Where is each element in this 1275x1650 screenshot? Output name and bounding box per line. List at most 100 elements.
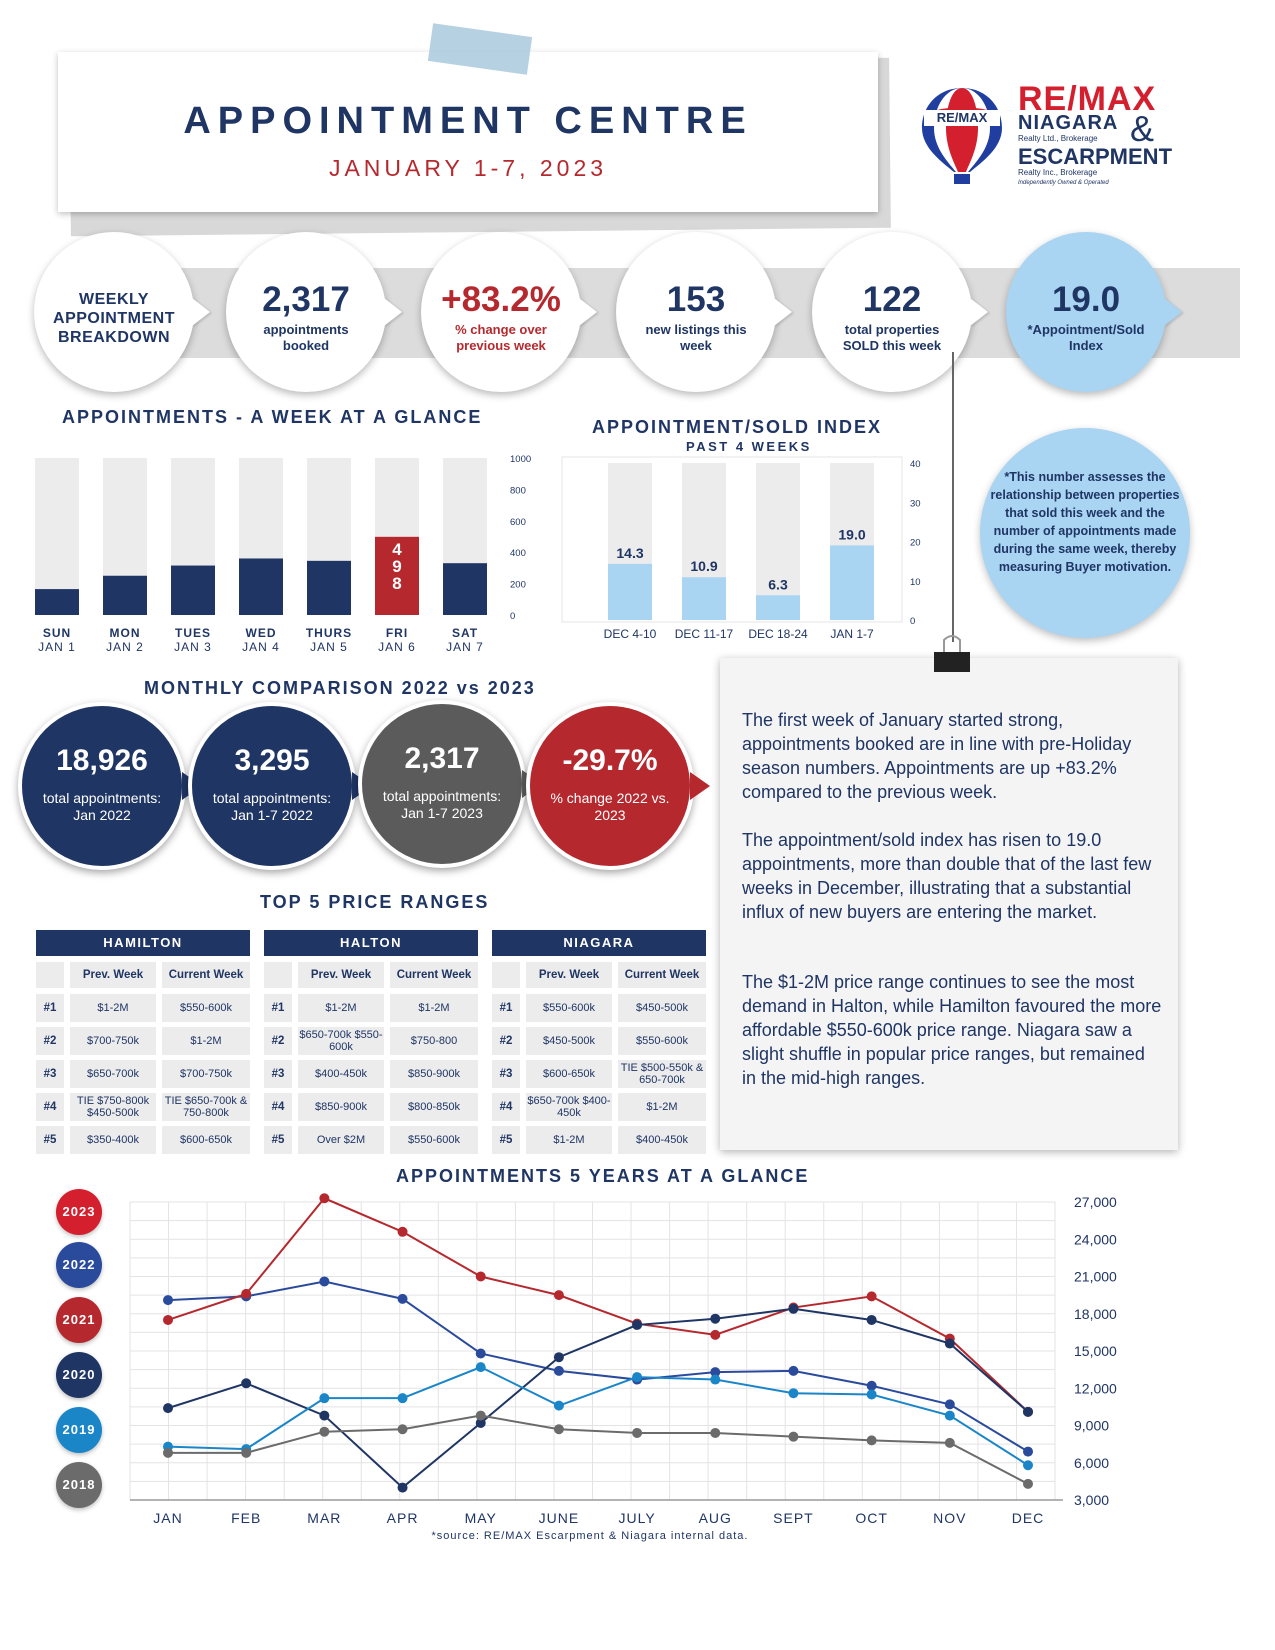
appointments-label: appointments booked (263, 322, 349, 353)
prev-week-cell: $600-650k (526, 1060, 612, 1088)
change-value: +83.2% (441, 280, 561, 319)
series-line-2018 (168, 1414, 1029, 1485)
data-point-2022 (319, 1276, 330, 1287)
rank-cell: #1 (264, 994, 292, 1022)
legend-2019: 2019 (56, 1407, 102, 1453)
y-tick-label: 800 (510, 485, 526, 496)
bar (239, 558, 283, 615)
prev-week-header: Prev. Week (70, 962, 156, 988)
bar (756, 595, 800, 620)
y-tick-label: 20 (910, 538, 921, 549)
data-point-2021 (475, 1271, 486, 1282)
x-tick-label: NOV (933, 1510, 966, 1526)
data-point-2022 (788, 1365, 799, 1376)
data-point-2021 (163, 1314, 173, 1325)
data-point-2022 (475, 1348, 486, 1359)
logo-escarpment: ESCARPMENT (1018, 144, 1173, 169)
data-point-2020 (710, 1313, 721, 1324)
bubble-pointer (579, 298, 597, 326)
logo-escarpment-sub: Realty Inc., Brokerage (1018, 168, 1098, 177)
data-point-2022 (710, 1367, 721, 1378)
current-week-cell: $1-2M (390, 994, 478, 1022)
x-tick-label: JAN 7 (446, 640, 484, 654)
data-point-2018 (866, 1435, 877, 1446)
current-week-cell: $600-650k (162, 1126, 250, 1154)
y-tick-label: 600 (510, 517, 526, 528)
data-point-2019 (710, 1374, 721, 1385)
bar (682, 577, 726, 620)
index-explanation-callout: *This number assesses the relationship b… (980, 428, 1190, 638)
x-tick-label: JUNE (539, 1510, 580, 1526)
sold-value: 122 (862, 280, 922, 319)
bar (35, 589, 79, 615)
bubble-pointer (192, 298, 210, 326)
data-point-2020 (788, 1303, 799, 1314)
x-tick-label: JAN 5 (310, 640, 348, 654)
logo-niagara-sub: Realty Ltd., Brokerage (1018, 134, 1098, 143)
prev-week-header: Prev. Week (526, 962, 612, 988)
bar (830, 545, 874, 620)
x-tick-label: SUN (43, 626, 71, 640)
series-line-2021 (167, 1197, 1029, 1413)
x-tick-label: JAN 6 (378, 640, 416, 654)
x-tick-label: MAY (465, 1510, 497, 1526)
bar (375, 536, 419, 615)
weekly-label-bubble: WEEKLY APPOINTMENT BREAKDOWN (34, 232, 210, 392)
data-point-2020 (475, 1418, 486, 1429)
listings-bubble: 153 new listings this week (616, 232, 792, 392)
balloon-logo-icon: RE/MAX (922, 88, 1002, 184)
summary-paragraph-2: The appointment/sold index has risen to … (742, 830, 1152, 922)
monthly-bubble-week-2022: 3,295 total appointments: Jan 1-7 2022 (188, 702, 372, 870)
data-point-2022 (553, 1365, 564, 1376)
bar-data-label: 10.9 (690, 558, 717, 574)
y-tick-label: 40 (910, 459, 921, 470)
prev-week-cell: $700-750k (70, 1027, 156, 1055)
rank-cell: #4 (36, 1093, 64, 1121)
balloon-text: RE/MAX (937, 110, 988, 125)
change-bubble: +83.2% % change over previous week (421, 232, 597, 392)
price-ranges-heading: TOP 5 PRICE RANGES (260, 892, 490, 912)
bubble-pointer (384, 298, 402, 326)
prev-week-cell: $550-600k (526, 994, 612, 1022)
week-glance-heading: APPOINTMENTS - A WEEK AT A GLANCE (62, 407, 483, 427)
y-tick-label: 0 (510, 611, 515, 622)
legend-2021: 2021 (56, 1297, 102, 1343)
current-week-cell: TIE $500-550k & 650-700k (618, 1060, 706, 1088)
data-point-2021 (553, 1290, 564, 1301)
x-tick-label: DEC 4-10 (604, 627, 657, 641)
current-week-cell: $850-900k (390, 1060, 478, 1088)
data-point-2020 (241, 1378, 252, 1389)
monthly-value: 18,926 (56, 744, 148, 777)
data-point-2022 (1023, 1446, 1033, 1457)
monthly-label: total appointments: Jan 1-7 2023 (382, 788, 502, 821)
monthly-value: 2,317 (404, 742, 480, 775)
current-week-header: Current Week (618, 962, 706, 988)
monthly-label: total appointments: Jan 1-7 2022 (212, 790, 332, 823)
data-point-2018 (397, 1424, 408, 1435)
data-point-2018 (319, 1426, 330, 1437)
bubble-pointer (970, 298, 988, 326)
x-tick-label: JULY (618, 1510, 655, 1526)
data-point-2022 (944, 1399, 955, 1410)
index-bubble: 19.0 *Appointment/Sold Index (1006, 232, 1182, 392)
data-point-2021 (319, 1193, 330, 1204)
prev-week-cell: Over $2M (298, 1126, 384, 1154)
series-line-2020 (167, 1307, 1029, 1489)
current-week-cell: $400-450k (618, 1126, 706, 1154)
monthly-bubble-week-2023: 2,317 total appointments: Jan 1-7 2023 (358, 700, 542, 868)
rank-cell: #3 (264, 1060, 292, 1088)
index-subheading: PAST 4 WEEKS (686, 439, 812, 454)
current-week-cell: $1-2M (618, 1093, 706, 1121)
bar-track (756, 463, 800, 620)
monthly-label: total appointments: Jan 2022 (42, 790, 162, 823)
prev-week-cell: $650-700k $550-600k (298, 1027, 384, 1055)
rank-header-cell (492, 962, 520, 988)
legend-2023: 2023 (56, 1189, 102, 1235)
weekly-label: WEEKLY APPOINTMENT BREAKDOWN (53, 291, 175, 346)
prev-week-cell: $1-2M (298, 994, 384, 1022)
monthly-label: % change 2022 vs. 2023 (550, 790, 670, 823)
data-point-2019 (319, 1393, 330, 1404)
data-point-2022 (866, 1380, 877, 1391)
x-tick-label: MON (110, 626, 141, 640)
